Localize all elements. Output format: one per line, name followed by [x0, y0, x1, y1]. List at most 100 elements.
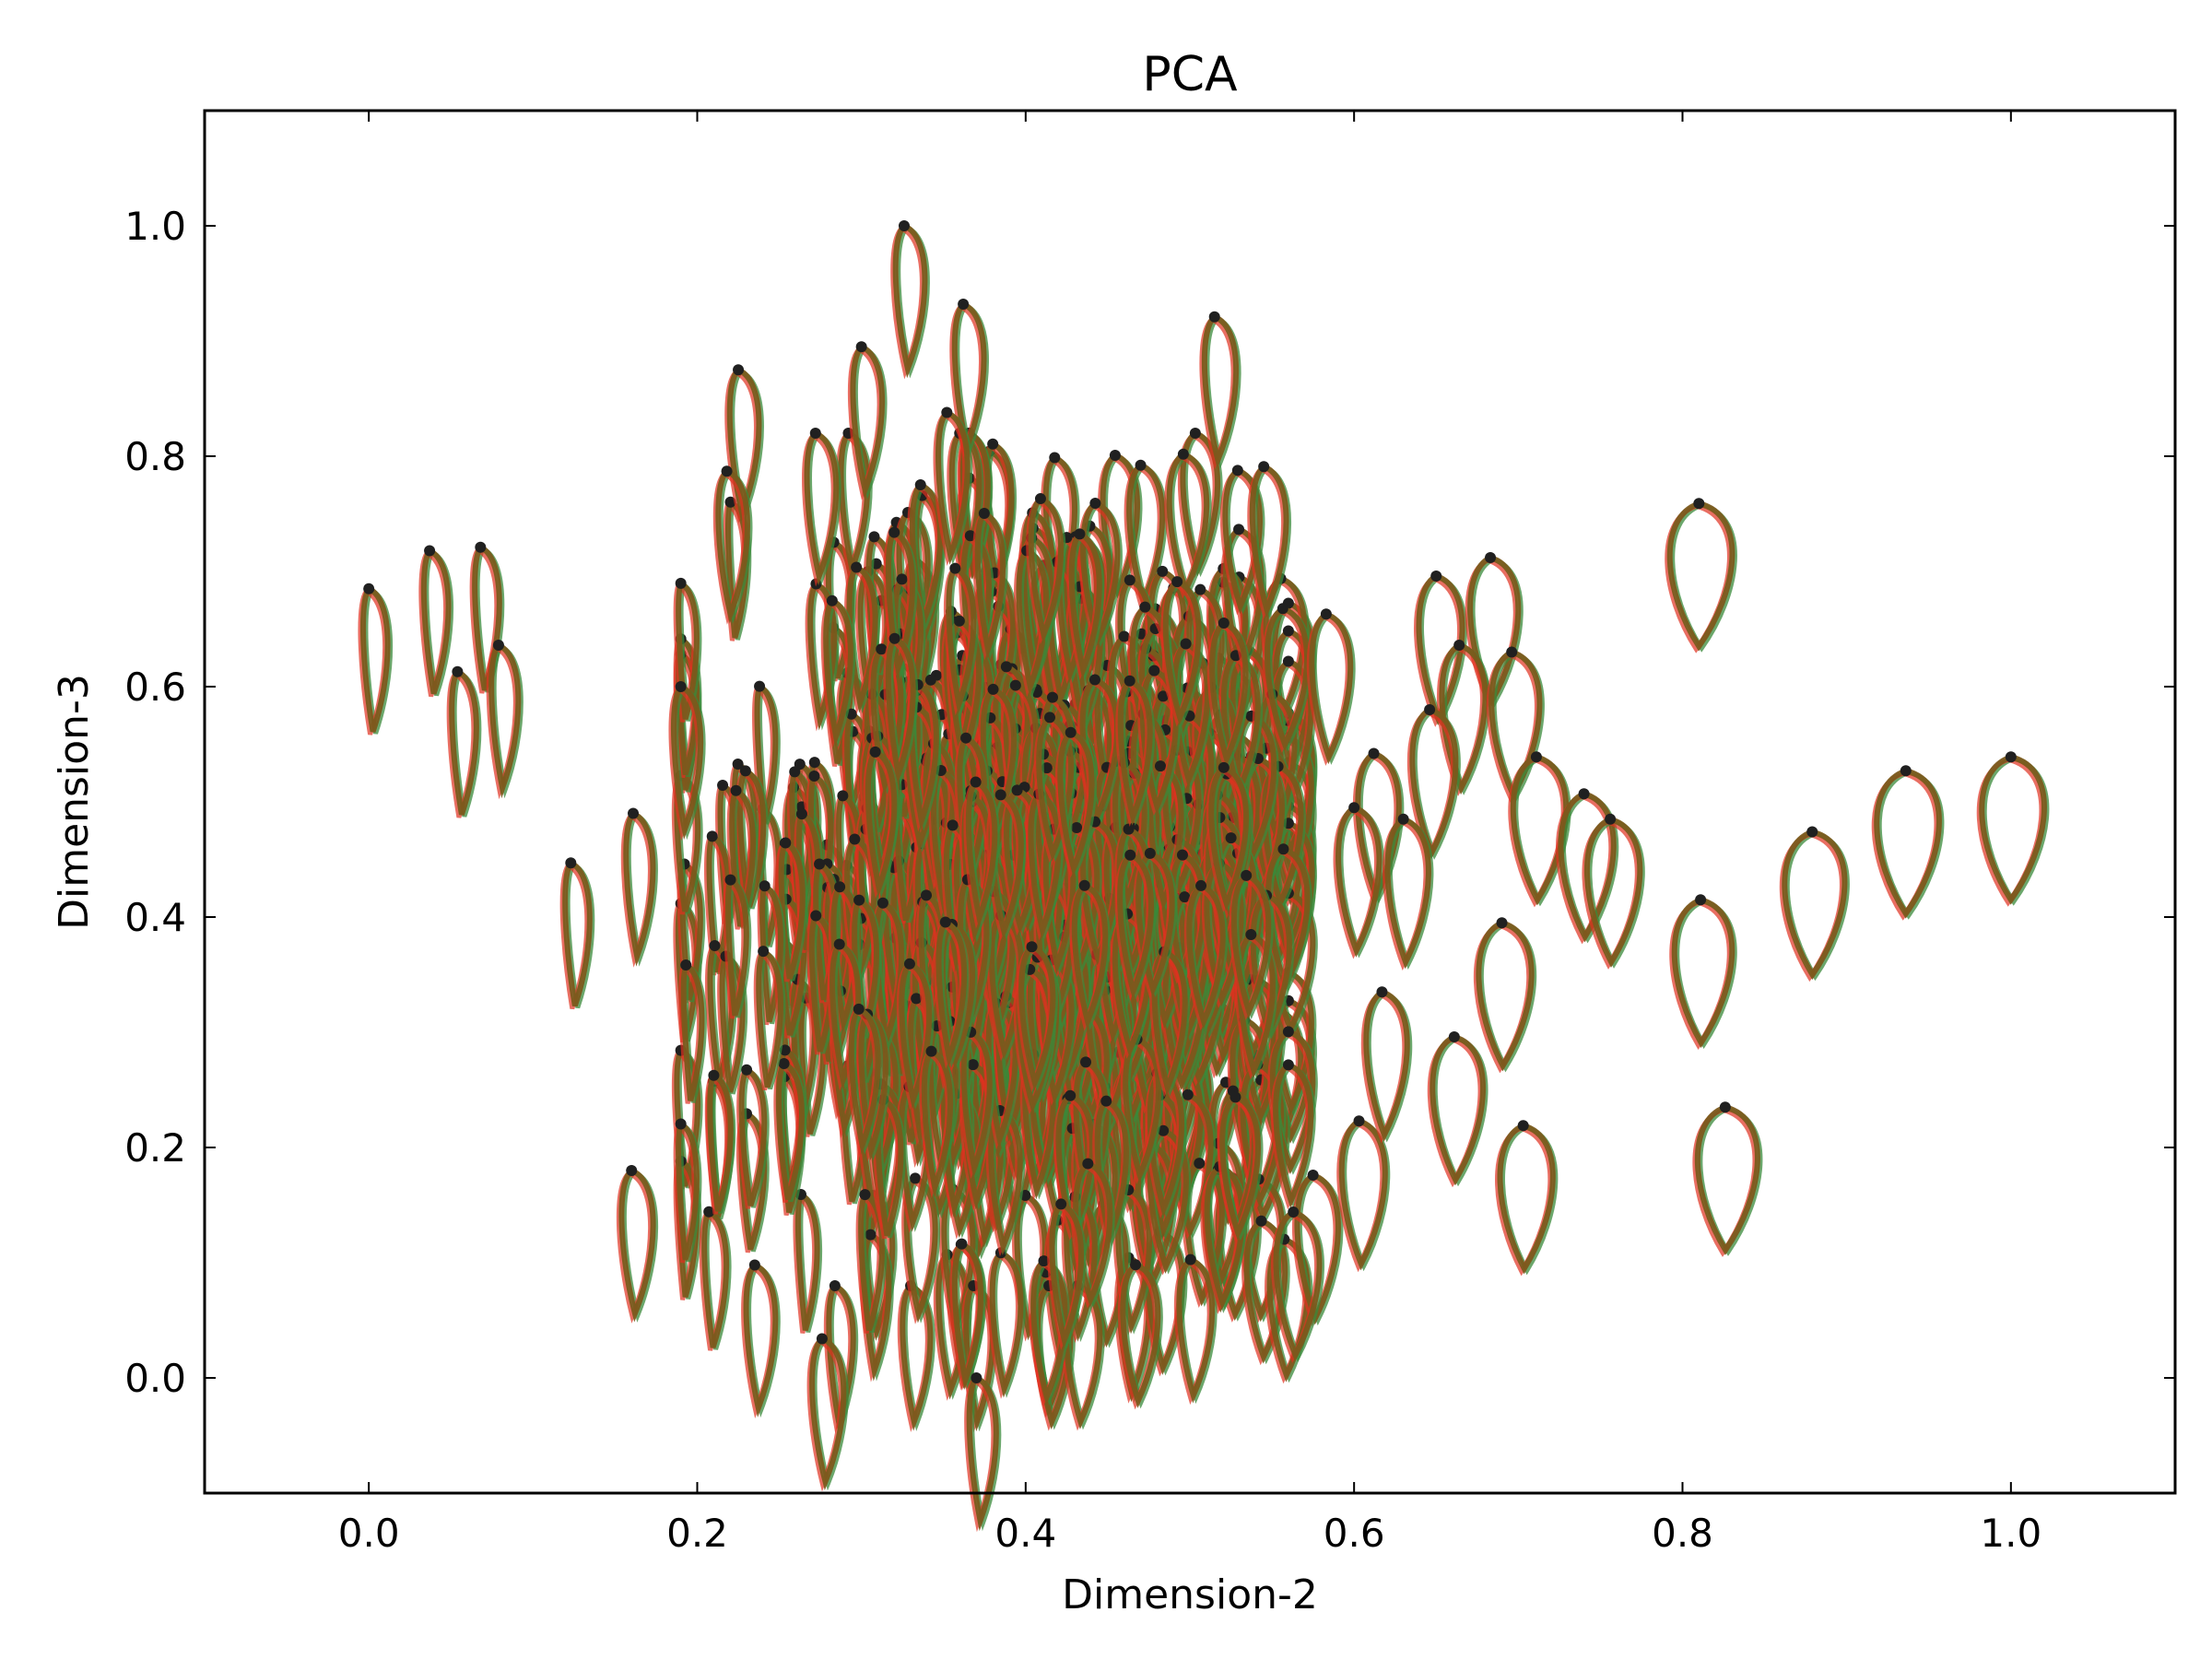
leaf-apex-dot	[733, 364, 745, 376]
leaf-glyph	[775, 1060, 805, 1201]
leaf-glyph	[1363, 989, 1410, 1142]
leaf-glyph	[966, 1374, 999, 1532]
data-point-719	[919, 1045, 956, 1198]
leaf-apex-dot	[1430, 571, 1442, 582]
leaf-glyph	[1073, 1160, 1113, 1308]
leaf-apex-dot	[1011, 784, 1023, 796]
leaf-glyph	[946, 565, 977, 715]
leaf-apex-dot	[888, 632, 900, 644]
data-point-755	[559, 857, 595, 1010]
data-point-726	[1183, 879, 1229, 1031]
leaf-apex-dot	[706, 830, 718, 842]
leaf-apex-dot	[808, 770, 820, 782]
data-point-732	[1160, 576, 1205, 727]
leaf-apex-dot	[1208, 311, 1220, 323]
leaf-glyph	[1874, 768, 1942, 919]
leaf-glyph-overlay-red	[723, 501, 747, 641]
data-point-710	[757, 880, 786, 1026]
leaf-glyph	[1018, 943, 1056, 1091]
leaf-apex-dot	[1530, 751, 1542, 763]
x-tick-label: 0.0	[338, 1511, 400, 1556]
leaf-apex-dot	[853, 1003, 865, 1015]
leaf-apex-dot	[833, 938, 845, 950]
data-point-770	[1247, 461, 1292, 619]
leaf-glyph	[1204, 1163, 1245, 1311]
leaf-glyph	[1430, 1033, 1487, 1186]
leaf-apex-dot	[1148, 665, 1160, 677]
data-point-728	[1047, 1198, 1087, 1350]
leaf-apex-dot	[956, 1238, 968, 1250]
leaf-apex-dot	[1195, 879, 1207, 891]
data-point-741	[863, 746, 900, 900]
data-point-780	[1582, 813, 1645, 970]
leaf-apex-dot	[1245, 929, 1257, 941]
leaf-apex-dot	[1277, 843, 1289, 855]
leaf-apex-dot	[1496, 917, 1508, 929]
data-point-748	[933, 916, 970, 1069]
leaf-apex-dot	[1693, 498, 1705, 510]
data-point-793	[1333, 802, 1384, 959]
leaf-apex-dot	[1118, 630, 1130, 642]
data-point-641	[820, 594, 856, 748]
leaf-glyph	[1666, 500, 1735, 652]
leaf-apex-dot	[1078, 879, 1090, 891]
data-point-774	[1436, 640, 1490, 796]
data-point-757	[616, 1165, 659, 1324]
leaf-glyph	[1309, 611, 1354, 765]
leaf-apex-dot	[1282, 1026, 1294, 1038]
y-tick-label: 0.2	[124, 1125, 186, 1171]
leaf-apex-dot	[675, 681, 687, 692]
data-point-627	[1262, 603, 1312, 753]
leaf-apex-dot	[1180, 638, 1192, 650]
leaf-apex-dot	[1225, 832, 1237, 844]
leaf-glyph	[850, 343, 886, 500]
data-point-723	[753, 946, 786, 1091]
leaf-apex-dot	[987, 683, 999, 695]
x-tick-label: 0.6	[1324, 1511, 1385, 1556]
leaf-apex-dot	[1049, 452, 1061, 464]
leaf-apex-dot	[960, 732, 972, 744]
leaf-apex-dot	[1605, 813, 1617, 825]
leaf-apex-dot	[1182, 1088, 1194, 1100]
leaf-glyph	[449, 668, 479, 816]
leaf-apex-dot	[1233, 524, 1245, 535]
leaf-glyph	[1209, 619, 1249, 767]
data-point-581	[704, 1069, 736, 1215]
data-point-767	[933, 406, 973, 567]
leaf-apex-dot	[1320, 608, 1332, 620]
data-point-751	[418, 545, 454, 698]
leaf-apex-dot	[911, 993, 923, 1005]
leaf-glyph	[1338, 1118, 1388, 1271]
leaf-apex-dot	[898, 220, 910, 231]
leaf-apex-dot	[1184, 1253, 1196, 1265]
leaf-glyph	[1249, 463, 1289, 618]
leaf-apex-dot	[914, 478, 926, 490]
data-point-754	[486, 640, 524, 800]
leaf-glyph	[965, 778, 998, 928]
leaf-apex-dot	[754, 680, 766, 692]
leaf-apex-dot	[888, 526, 900, 538]
leaf-glyph	[846, 563, 878, 713]
leaf-apex-dot	[1135, 459, 1147, 471]
leaf-apex-dot	[851, 561, 863, 573]
leaf-apex-dot	[853, 894, 865, 906]
data-point-743	[1217, 1091, 1264, 1242]
leaf-glyph	[1335, 805, 1382, 958]
leaf-apex-dot	[978, 507, 990, 519]
leaf-glyph	[670, 683, 704, 841]
leaf-apex-dot	[1288, 1206, 1300, 1218]
leaf-apex-dot	[724, 496, 736, 508]
leaf-apex-dot	[1000, 661, 1012, 673]
leaf-apex-dot	[859, 1189, 871, 1201]
leaf-apex-dot	[732, 758, 744, 770]
leaf-glyph	[885, 635, 916, 785]
leaf-glyph	[951, 1241, 984, 1390]
leaf-glyph	[676, 1120, 700, 1261]
leaf-apex-dot	[1189, 428, 1201, 439]
data-point-717	[883, 526, 918, 680]
data-point-769	[1199, 311, 1241, 470]
leaf-glyph	[676, 579, 700, 721]
leaf-apex-dot	[1038, 1255, 1050, 1267]
leaf-apex-dot	[452, 665, 464, 677]
data-point-778	[1508, 751, 1571, 908]
